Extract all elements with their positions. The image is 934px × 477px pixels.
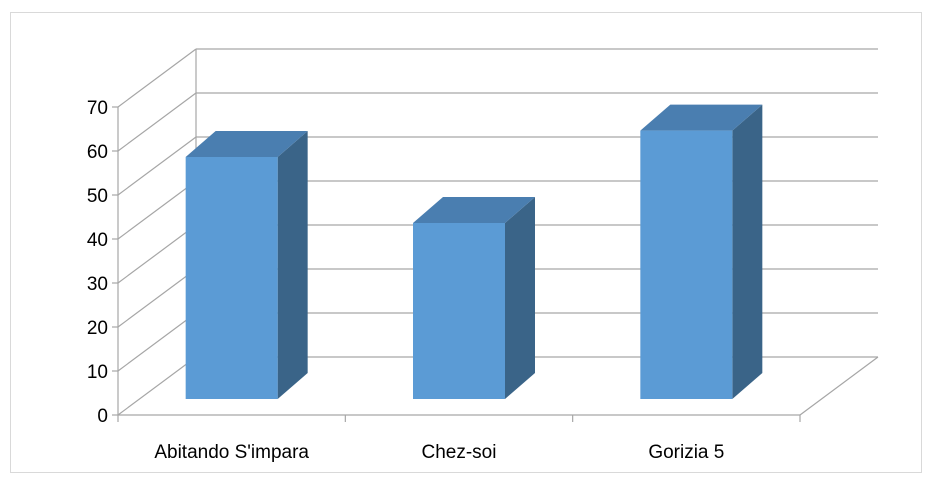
bar-top [413, 197, 535, 223]
x-category-label: Gorizia 5 [648, 442, 724, 463]
bar-front [640, 130, 733, 399]
bar [640, 104, 763, 399]
y-tick-label: 20 [87, 318, 108, 339]
x-axis-categories: Abitando S'impara Chez-soi Gorizia 5 [154, 442, 724, 463]
bar-front [413, 223, 505, 399]
bar-top [185, 131, 308, 157]
bar [413, 197, 535, 399]
gridline-side [117, 48, 197, 108]
gridline-side [117, 180, 197, 240]
y-tick-label: 40 [87, 230, 108, 251]
x-category-label: Chez-soi [422, 442, 497, 463]
bar-front [185, 157, 278, 399]
y-tick-label: 30 [87, 274, 108, 295]
bar-side [277, 131, 308, 399]
y-tick-label: 60 [87, 142, 108, 163]
floor-right-edge [799, 356, 879, 416]
y-axis-ticks: 0 10 20 30 40 50 60 70 [87, 98, 108, 427]
bars [185, 104, 763, 399]
bar-side [732, 104, 763, 399]
gridline-side [117, 312, 197, 372]
gridline-side [117, 92, 197, 152]
gridline-side [117, 356, 197, 416]
y-tick-label: 70 [87, 98, 108, 119]
bar [185, 131, 308, 399]
x-category-label: Abitando S'impara [154, 442, 309, 463]
y-tick-label: 0 [97, 406, 108, 427]
y-tick-label: 10 [87, 362, 108, 383]
gridline-side [117, 268, 197, 328]
bar-top [640, 104, 763, 131]
bar-side [505, 197, 535, 399]
y-tick-label: 50 [87, 186, 108, 207]
gridline-side [117, 224, 197, 284]
gridline-side [117, 136, 197, 196]
